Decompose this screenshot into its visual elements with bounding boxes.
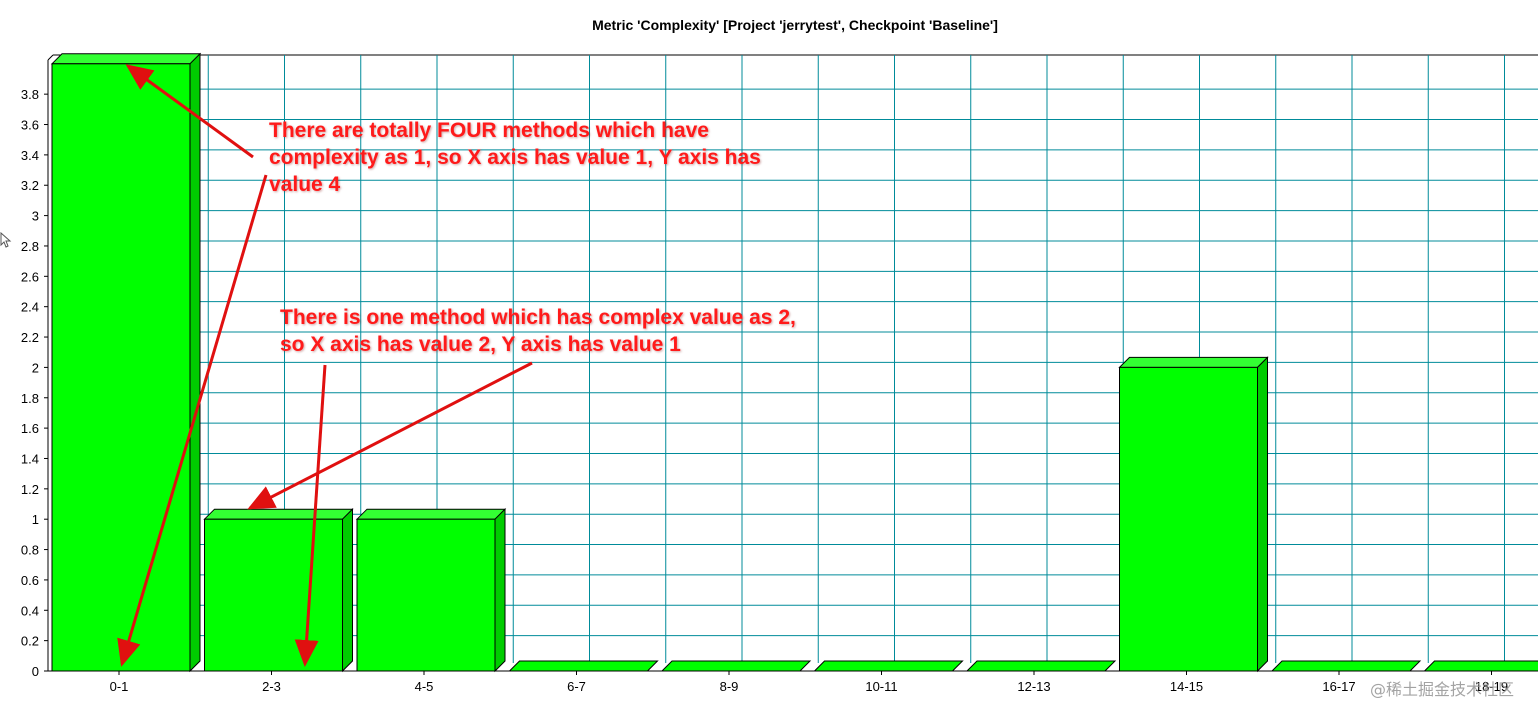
bar-side (1257, 356, 1268, 673)
annotation-arrow (294, 364, 327, 667)
bar-side (342, 507, 353, 673)
y-tick-label: 0 (32, 664, 39, 679)
annotation-line: so X axis has value 2, Y axis has value … (280, 333, 681, 356)
y-tick-label: 2.4 (21, 300, 39, 315)
y-tick-label: 0.6 (21, 573, 39, 588)
bar-8-9 (660, 660, 812, 672)
chart-title: Metric 'Complexity' [Project 'jerrytest'… (592, 17, 998, 33)
y-tick-label: 1.2 (21, 482, 39, 497)
bar-16-17 (1270, 660, 1422, 672)
annotation-line: complexity as 1, so X axis has value 1, … (269, 146, 761, 169)
y-tick-label: 2.2 (21, 330, 39, 345)
axis-corner (47, 54, 54, 61)
bar-front (204, 518, 343, 672)
x-tick-label: 12-13 (1017, 679, 1050, 694)
watermark: @稀土掘金技术社区 (1370, 680, 1515, 699)
bar-12-13 (965, 660, 1117, 672)
bar-18-19 (1423, 660, 1538, 672)
mouse-cursor-icon (0, 232, 12, 248)
bar-top (203, 508, 354, 520)
y-tick-label: 3.8 (21, 87, 39, 102)
bar-10-11 (813, 660, 964, 672)
y-tick-label: 3.2 (21, 178, 39, 193)
annotation-arrow (125, 64, 254, 159)
bar-front (356, 518, 496, 672)
y-tick-label: 3 (32, 209, 39, 224)
x-tick-label: 14-15 (1170, 679, 1203, 694)
annotation-arrows (117, 64, 533, 667)
bars (50, 52, 1538, 673)
bar-flat (508, 660, 659, 672)
y-tick-label: 1.8 (21, 391, 39, 406)
bar-flat (660, 660, 812, 672)
bar-2-3 (203, 507, 354, 673)
x-tick-label: 10-11 (865, 679, 897, 694)
bar-top (355, 508, 507, 520)
bar-front (51, 63, 191, 672)
bar-side (494, 507, 506, 673)
y-tick-label: 2 (32, 360, 39, 375)
bar-front (1119, 366, 1258, 672)
y-tick-label: 1.6 (21, 421, 39, 436)
annotation-one-method: There is one method which has complex va… (280, 304, 796, 358)
y-tick-label: 0.4 (21, 603, 39, 618)
bar-6-7 (508, 660, 659, 672)
annotation-four-methods: There are totally FOUR methods which hav… (269, 117, 761, 198)
y-tick-label: 3.6 (21, 118, 39, 133)
bar-14-15 (1118, 356, 1269, 673)
bar-flat (965, 660, 1117, 672)
y-tick-label: 1 (32, 512, 39, 527)
y-tick-label: 2.8 (21, 239, 39, 254)
x-tick-label: 8-9 (720, 679, 739, 694)
y-tick-label: 3.4 (21, 148, 39, 163)
annotation-arrow (247, 361, 533, 510)
annotation-line: There is one method which has complex va… (280, 306, 796, 329)
annotation-arrow (117, 174, 268, 667)
axes: 0 0.2 0.4 0.6 0.8 1 1.2 1.4 1.6 1.8 2 2.2 2.4 2.6 2.8 3… (21, 54, 1538, 694)
x-tick-label: 0-1 (110, 679, 129, 694)
x-tick-label: 4-5 (415, 679, 434, 694)
bar-top (1118, 356, 1269, 368)
bar-side (189, 52, 201, 673)
x-tick-label: 6-7 (567, 679, 586, 694)
bar-flat (1270, 660, 1422, 672)
bar-top (50, 53, 202, 65)
annotation-line: value 4 (269, 173, 341, 196)
x-tick-label: 16-17 (1322, 679, 1355, 694)
bar-flat (813, 660, 964, 672)
y-tick-label: 1.4 (21, 451, 39, 466)
x-tick-label: 18-19 (1475, 679, 1508, 694)
y-tick-label: 0.8 (21, 543, 39, 558)
bar-flat (1423, 660, 1538, 672)
annotation-line: There are totally FOUR methods which hav… (269, 119, 709, 142)
y-tick-label: 2.6 (21, 269, 39, 284)
bar-0-1 (50, 52, 202, 673)
bar-4-5 (355, 507, 507, 673)
x-tick-label: 2-3 (262, 679, 281, 694)
grid (53, 54, 1538, 663)
y-tick-label: 0.2 (21, 634, 39, 649)
